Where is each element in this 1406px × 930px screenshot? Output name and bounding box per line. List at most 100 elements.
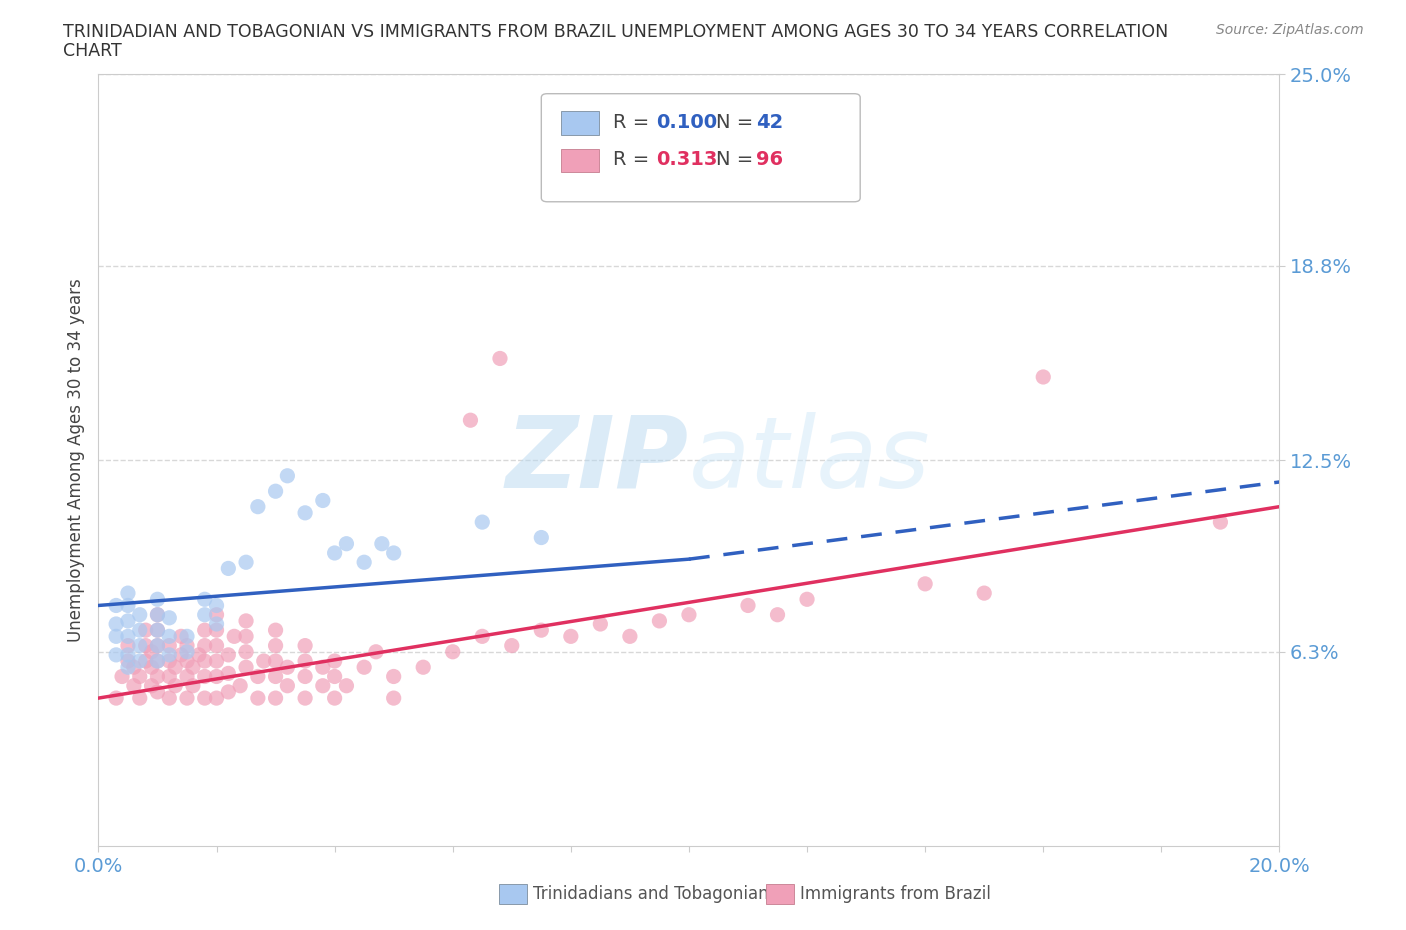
- Point: [501, 638, 523, 653]
- Point: [205, 607, 228, 622]
- Point: [205, 654, 228, 669]
- Point: [235, 614, 257, 629]
- Point: [766, 607, 789, 622]
- Point: [382, 669, 405, 684]
- Point: [117, 647, 139, 662]
- Point: [194, 654, 217, 669]
- Point: [146, 669, 169, 684]
- Point: [128, 691, 150, 706]
- Text: 0.313: 0.313: [655, 150, 717, 169]
- Point: [205, 617, 228, 631]
- Point: [117, 638, 139, 653]
- Point: [105, 598, 128, 613]
- Point: [105, 647, 128, 662]
- Point: [205, 691, 228, 706]
- Point: [371, 537, 394, 551]
- Point: [122, 678, 145, 693]
- Point: [194, 691, 217, 706]
- Point: [135, 623, 157, 638]
- Point: [294, 638, 316, 653]
- Point: [530, 623, 553, 638]
- Point: [412, 659, 434, 674]
- Point: [146, 638, 169, 653]
- Point: [141, 678, 163, 693]
- Point: [312, 678, 335, 693]
- Point: [105, 691, 128, 706]
- Point: [117, 586, 139, 601]
- Point: [235, 629, 257, 644]
- Point: [194, 638, 217, 653]
- Point: [589, 617, 612, 631]
- Point: [224, 629, 246, 644]
- Point: [157, 654, 180, 669]
- Point: [264, 638, 287, 653]
- Point: [170, 629, 193, 644]
- Point: [253, 654, 276, 669]
- Point: [264, 654, 287, 669]
- Point: [235, 659, 257, 674]
- Point: [619, 629, 641, 644]
- FancyBboxPatch shape: [541, 94, 860, 202]
- Point: [530, 530, 553, 545]
- Point: [146, 623, 169, 638]
- Point: [181, 678, 204, 693]
- Point: [141, 659, 163, 674]
- Text: Source: ZipAtlas.com: Source: ZipAtlas.com: [1216, 23, 1364, 37]
- Point: [170, 647, 193, 662]
- Point: [194, 607, 217, 622]
- Point: [117, 629, 139, 644]
- Point: [205, 623, 228, 638]
- Point: [235, 644, 257, 659]
- Point: [294, 505, 316, 520]
- Point: [128, 654, 150, 669]
- Text: Trinidadians and Tobagonians: Trinidadians and Tobagonians: [533, 884, 778, 903]
- Point: [246, 691, 269, 706]
- Text: N =: N =: [716, 150, 759, 169]
- Point: [914, 577, 936, 591]
- Point: [973, 586, 995, 601]
- Point: [246, 499, 269, 514]
- Text: ZIP: ZIP: [506, 412, 689, 509]
- Text: Immigrants from Brazil: Immigrants from Brazil: [800, 884, 991, 903]
- Point: [276, 469, 298, 484]
- Point: [176, 629, 198, 644]
- Point: [323, 654, 346, 669]
- Point: [678, 607, 700, 622]
- Point: [176, 638, 198, 653]
- Point: [157, 691, 180, 706]
- Point: [117, 614, 139, 629]
- Point: [382, 691, 405, 706]
- Point: [1032, 369, 1054, 384]
- Point: [276, 659, 298, 674]
- Point: [157, 610, 180, 625]
- Point: [323, 546, 346, 561]
- Point: [122, 659, 145, 674]
- Point: [146, 654, 169, 669]
- Point: [128, 623, 150, 638]
- Point: [187, 647, 209, 662]
- Text: 0.100: 0.100: [655, 113, 717, 132]
- Point: [323, 669, 346, 684]
- Point: [353, 659, 375, 674]
- Point: [335, 678, 357, 693]
- Point: [648, 614, 671, 629]
- Point: [117, 659, 139, 674]
- Point: [264, 669, 287, 684]
- Point: [146, 684, 169, 699]
- Point: [181, 659, 204, 674]
- Point: [264, 623, 287, 638]
- Point: [165, 678, 187, 693]
- Point: [205, 638, 228, 653]
- Point: [176, 691, 198, 706]
- Point: [264, 691, 287, 706]
- Point: [217, 647, 239, 662]
- Point: [489, 351, 512, 365]
- Text: atlas: atlas: [689, 412, 931, 509]
- Text: N =: N =: [716, 113, 759, 132]
- Text: TRINIDADIAN AND TOBAGONIAN VS IMMIGRANTS FROM BRAZIL UNEMPLOYMENT AMONG AGES 30 : TRINIDADIAN AND TOBAGONIAN VS IMMIGRANTS…: [63, 23, 1168, 41]
- Point: [312, 659, 335, 674]
- Point: [312, 493, 335, 508]
- Y-axis label: Unemployment Among Ages 30 to 34 years: Unemployment Among Ages 30 to 34 years: [66, 278, 84, 643]
- Point: [117, 598, 139, 613]
- FancyBboxPatch shape: [561, 112, 599, 135]
